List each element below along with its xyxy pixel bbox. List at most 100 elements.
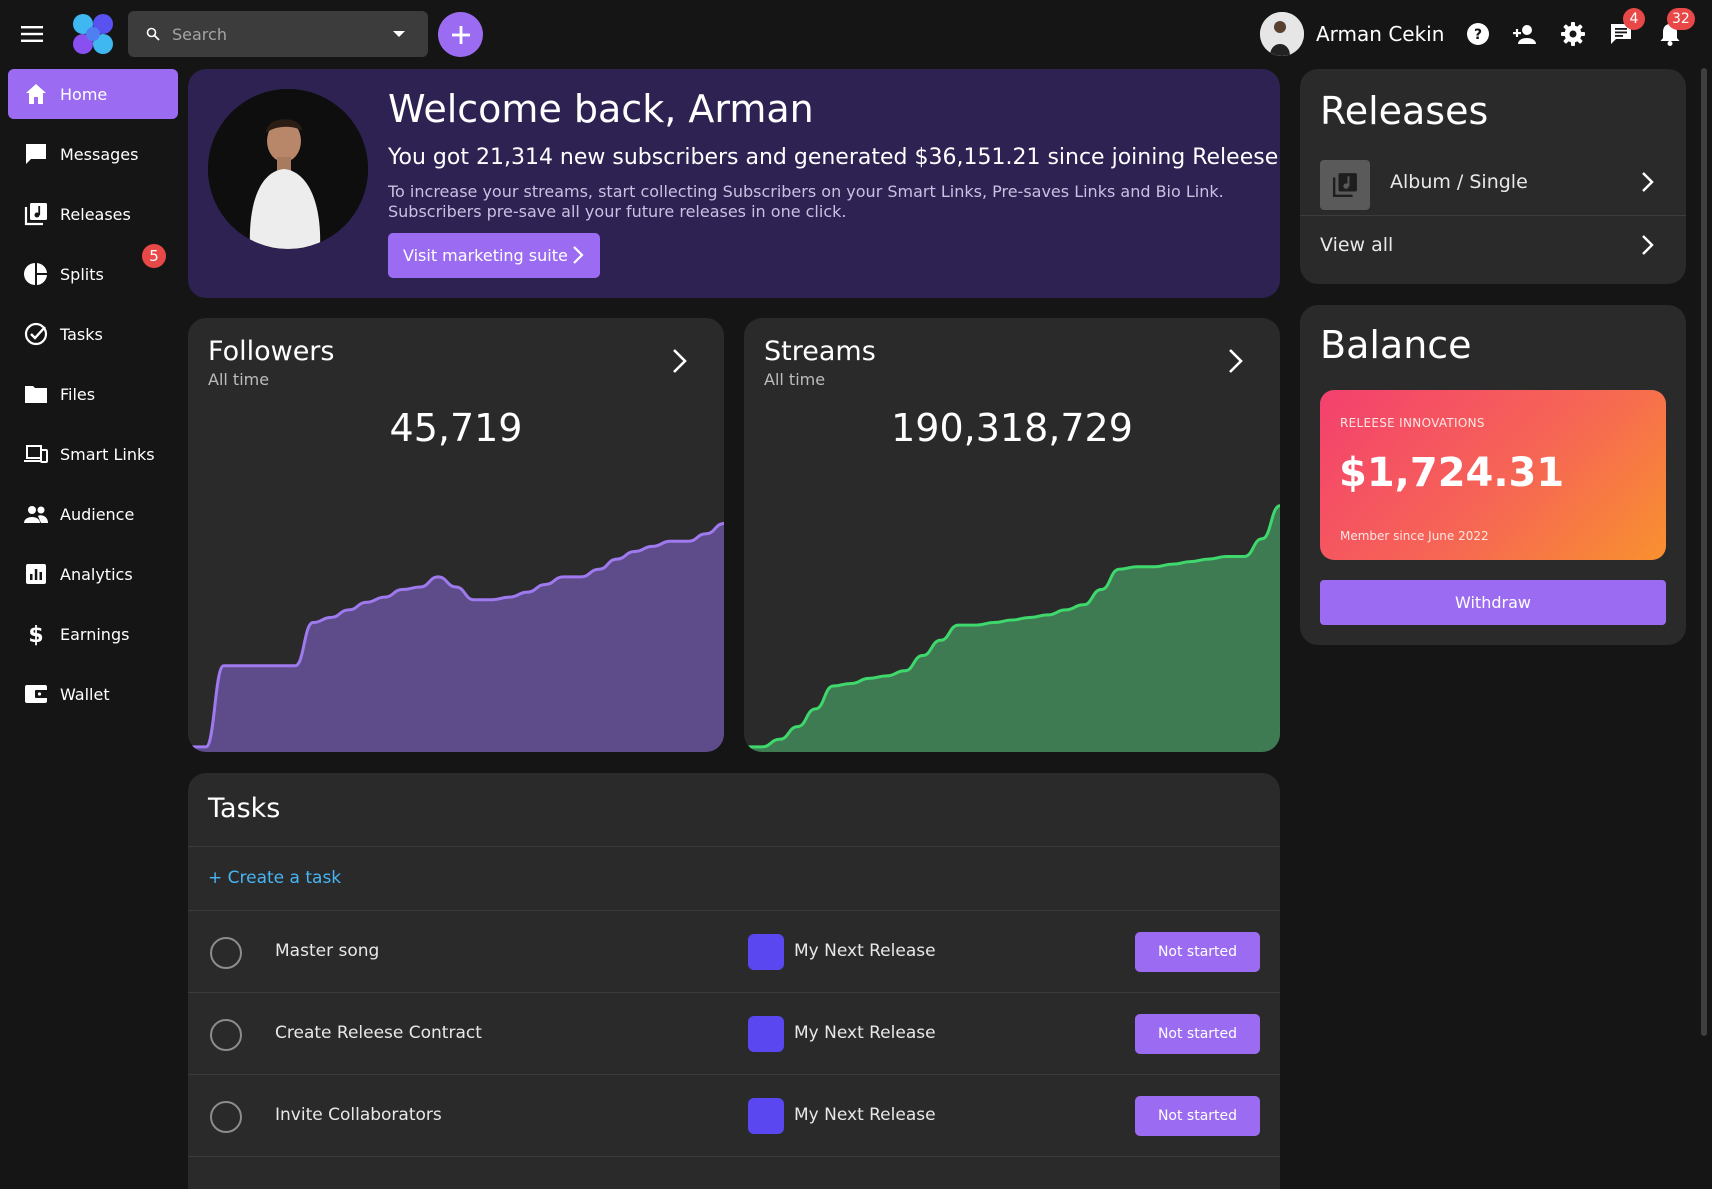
svg-text:$: $ xyxy=(28,623,43,646)
status-badge[interactable]: Not started xyxy=(1135,1096,1260,1136)
chevron-right-icon[interactable] xyxy=(1222,348,1248,374)
sidebar-item-label: Home xyxy=(60,84,108,104)
chevron-right-icon xyxy=(1642,235,1654,255)
sidebar-item-label: Wallet xyxy=(60,684,110,704)
divider xyxy=(188,910,1280,911)
welcome-card: Welcome back, Arman You got 21,314 new s… xyxy=(188,69,1280,298)
releases-card: Releases Album / Single View all xyxy=(1300,69,1686,284)
chevron-right-icon[interactable] xyxy=(666,348,692,374)
followers-line xyxy=(188,522,724,749)
tasks-card: Tasks + Create a task Master song My Nex… xyxy=(188,773,1280,1189)
clover-logo-icon[interactable] xyxy=(72,13,114,55)
balance-amount: $1,724.31 xyxy=(1339,450,1565,496)
streams-value: 190,318,729 xyxy=(891,406,1133,450)
sidebar-item-splits[interactable]: Splits xyxy=(8,249,178,299)
sidebar-item-label: Analytics xyxy=(60,564,133,584)
welcome-description: To increase your streams, start collecti… xyxy=(388,182,1224,221)
sidebar-item-wallet[interactable]: Wallet xyxy=(8,669,178,719)
splits-badge: 5 xyxy=(142,244,166,268)
divider xyxy=(188,846,1280,847)
music-library-icon xyxy=(1332,173,1357,198)
followers-card: Followers All time 45,719 xyxy=(188,318,724,752)
balance-card: Balance RELEESE INNOVATIONS $1,724.31 Me… xyxy=(1300,305,1686,645)
task-checkbox[interactable] xyxy=(210,1101,242,1133)
plus-icon xyxy=(451,25,470,44)
music-library-icon xyxy=(24,203,47,226)
task-release[interactable]: My Next Release xyxy=(794,941,936,961)
gear-icon[interactable] xyxy=(1560,21,1586,47)
status-badge[interactable]: Not started xyxy=(1135,1014,1260,1054)
sidebar-item-messages[interactable]: Messages xyxy=(8,129,178,179)
chevron-right-icon xyxy=(1642,172,1654,192)
create-task-link[interactable]: + Create a task xyxy=(208,868,342,888)
album-single-label: Album / Single xyxy=(1390,171,1528,193)
withdraw-button[interactable]: Withdraw xyxy=(1320,580,1666,625)
sidebar-item-label: Audience xyxy=(60,504,135,524)
caret-down-icon[interactable] xyxy=(391,26,407,42)
divider xyxy=(188,1074,1280,1075)
chat-icon[interactable] xyxy=(1608,21,1634,47)
help-icon[interactable]: ? xyxy=(1465,21,1491,47)
album-single-row[interactable]: Album / Single xyxy=(1300,151,1686,215)
followers-chart xyxy=(188,522,724,752)
followers-title: Followers xyxy=(208,336,335,367)
pie-chart-icon xyxy=(24,263,47,285)
task-row[interactable]: Invite Collaborators My Next Release Not… xyxy=(188,1075,1280,1157)
release-color-swatch xyxy=(748,1016,784,1052)
sidebar-item-files[interactable]: Files xyxy=(8,369,178,419)
divider xyxy=(1300,215,1686,216)
task-checkbox[interactable] xyxy=(210,1019,242,1051)
add-user-icon[interactable] xyxy=(1512,21,1538,47)
view-all-row[interactable]: View all xyxy=(1300,216,1686,280)
search-bar[interactable] xyxy=(128,11,428,57)
sidebar-item-releases[interactable]: Releases xyxy=(8,189,178,239)
chevron-right-icon xyxy=(573,246,584,264)
sidebar-item-label: Smart Links xyxy=(60,444,155,464)
release-thumbnail xyxy=(1320,160,1370,210)
task-checkbox[interactable] xyxy=(210,937,242,969)
release-color-swatch xyxy=(748,934,784,970)
visit-marketing-suite-button[interactable]: Visit marketing suite xyxy=(388,233,600,278)
task-row[interactable]: Create Releese Contract My Next Release … xyxy=(188,993,1280,1075)
check-circle-icon xyxy=(24,322,48,346)
task-name: Create Releese Contract xyxy=(275,1023,482,1043)
user-menu[interactable]: Arman Cekin xyxy=(1260,12,1444,56)
welcome-subtitle: You got 21,314 new subscribers and gener… xyxy=(388,145,1279,170)
status-badge[interactable]: Not started xyxy=(1135,932,1260,972)
task-row[interactable]: Master song My Next Release Not started xyxy=(188,911,1280,993)
followers-period: All time xyxy=(208,370,270,389)
task-release[interactable]: My Next Release xyxy=(794,1105,936,1125)
balance-org: RELEESE INNOVATIONS xyxy=(1340,416,1485,430)
message-icon xyxy=(26,144,46,164)
sidebar-item-smart-links[interactable]: Smart Links xyxy=(8,429,178,479)
analytics-icon xyxy=(26,564,46,584)
task-name: Master song xyxy=(275,941,380,961)
streams-area xyxy=(744,505,1280,752)
streams-title: Streams xyxy=(764,336,876,367)
task-release[interactable]: My Next Release xyxy=(794,1023,936,1043)
followers-value: 45,719 xyxy=(389,406,523,450)
release-color-swatch xyxy=(748,1098,784,1134)
sidebar-item-analytics[interactable]: Analytics xyxy=(8,549,178,599)
messages-badge: 4 xyxy=(1623,8,1645,30)
add-button[interactable] xyxy=(438,12,483,57)
sidebar-item-label: Splits xyxy=(60,264,104,284)
followers-area xyxy=(188,523,724,752)
member-since: Member since June 2022 xyxy=(1340,529,1489,543)
search-icon xyxy=(146,27,160,41)
streams-period: All time xyxy=(764,370,826,389)
avatar xyxy=(1260,12,1304,56)
search-input[interactable] xyxy=(172,11,382,57)
svg-text:?: ? xyxy=(1474,27,1482,43)
people-icon xyxy=(24,506,48,523)
hamburger-icon[interactable] xyxy=(20,22,44,46)
divider xyxy=(188,992,1280,993)
scrollbar[interactable] xyxy=(1701,68,1707,1036)
streams-line xyxy=(744,504,1280,749)
sidebar-item-audience[interactable]: Audience xyxy=(8,489,178,539)
home-icon xyxy=(26,84,46,104)
sidebar-item-home[interactable]: Home xyxy=(8,69,178,119)
sidebar-item-earnings[interactable]: $ Earnings xyxy=(8,609,178,659)
button-label: Visit marketing suite xyxy=(403,246,568,265)
sidebar-item-tasks[interactable]: Tasks xyxy=(8,309,178,359)
